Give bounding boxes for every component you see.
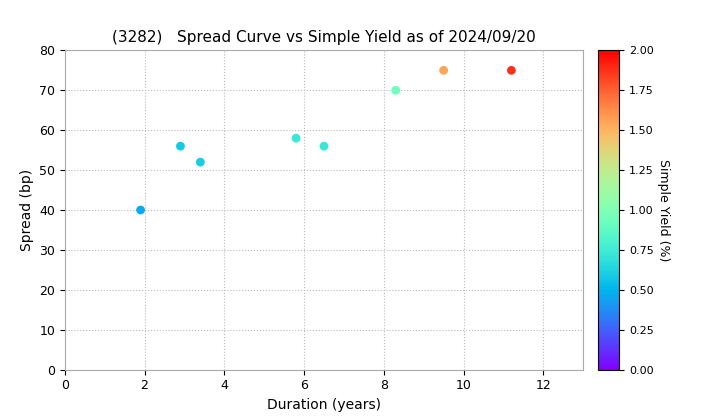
Point (390, 87, 402, 94)
X-axis label: Duration (years): Duration (years) (267, 398, 381, 412)
Point (135, 207, 146, 213)
Point (194, 159, 206, 165)
Title: (3282)   Spread Curve vs Simple Yield as of 2024/09/20: (3282) Spread Curve vs Simple Yield as o… (112, 30, 536, 45)
Point (318, 143, 330, 150)
Point (175, 143, 186, 150)
Point (438, 67, 449, 74)
Point (290, 135, 302, 142)
Y-axis label: Spread (bp): Spread (bp) (19, 169, 34, 251)
Y-axis label: Simple Yield (%): Simple Yield (%) (657, 159, 670, 261)
Point (505, 67, 517, 74)
